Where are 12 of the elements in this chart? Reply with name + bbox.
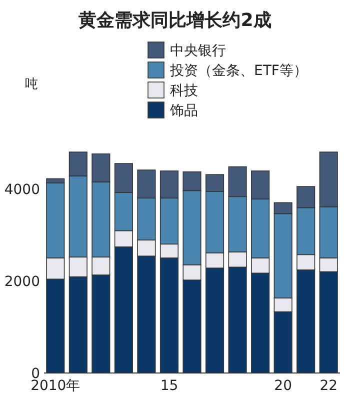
y-axis-title: 吨 bbox=[25, 77, 38, 92]
legend-label: 饰品 bbox=[169, 103, 198, 119]
y-tick-label: 4000 bbox=[4, 182, 40, 198]
x-tick-label: 15 bbox=[160, 378, 178, 394]
x-tick-label: 20 bbox=[274, 378, 292, 394]
legend-label: 科技 bbox=[170, 83, 198, 99]
y-tick-label: 2000 bbox=[4, 274, 40, 290]
x-tick-label: 2010年 bbox=[30, 378, 80, 394]
chart-title: 黄金需求同比增长约2成 bbox=[78, 10, 272, 31]
legend-label: 中央银行 bbox=[170, 43, 226, 59]
x-tick-label: 22 bbox=[320, 378, 338, 394]
legend-label: 投资（金条、ETF等） bbox=[169, 63, 308, 79]
